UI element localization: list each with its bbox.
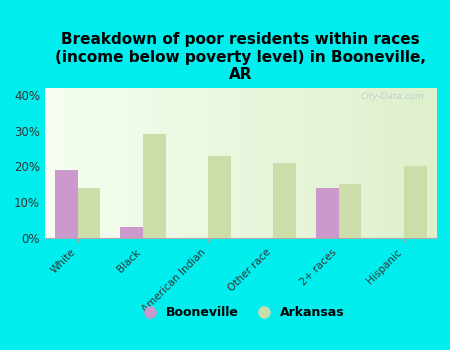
Bar	[338, 184, 361, 238]
Title: Breakdown of poor residents within races
(income below poverty level) in Boonevi: Breakdown of poor residents within races…	[55, 32, 426, 82]
Bar	[120, 227, 143, 238]
Bar	[404, 166, 427, 238]
Bar	[274, 163, 296, 238]
Bar	[55, 170, 77, 238]
Bar	[316, 188, 338, 238]
Bar	[77, 188, 100, 238]
Bar	[208, 156, 231, 238]
Bar	[143, 134, 166, 238]
Legend: Booneville, Arkansas: Booneville, Arkansas	[132, 301, 350, 324]
Text: City-Data.com: City-Data.com	[361, 92, 425, 101]
